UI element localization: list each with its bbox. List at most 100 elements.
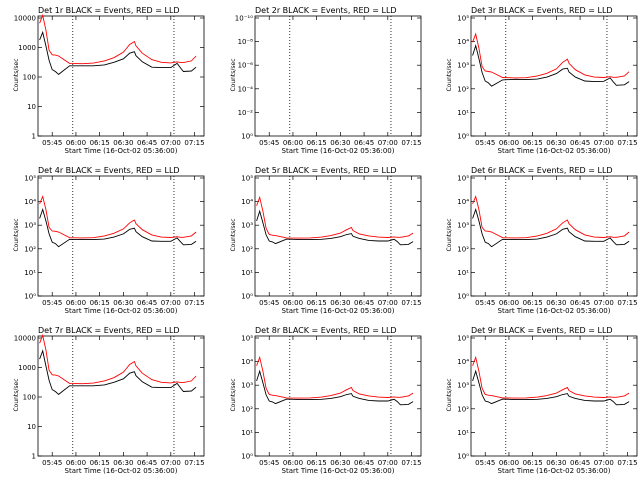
y-tick-label: 10⁰ (457, 293, 469, 301)
x-tick-label: 06:15 (307, 459, 327, 467)
plot-frame (470, 335, 638, 457)
x-tick-label: 06:45 (570, 459, 590, 467)
y-tick-label: 10⁴ (241, 358, 253, 366)
plot-frame (37, 175, 205, 297)
y-tick-label: 10² (457, 245, 469, 253)
x-tick-label: 05:45 (259, 139, 279, 147)
panel-title: Det 4r BLACK = Events, RED = LLD (38, 166, 180, 175)
y-tick-label: 10⁻⁴ (238, 85, 254, 93)
x-tick-label: 05:45 (42, 459, 62, 467)
y-tick-label: 10⁵ (457, 335, 469, 343)
panel-det-6: Det 6r BLACK = Events, RED = LLD 10⁰ 10¹ 10… (446, 166, 638, 315)
x-tick-label: 06:00 (283, 139, 303, 147)
x-tick-label: 06:00 (283, 299, 303, 307)
y-tick-label: 10⁻¹⁰ (235, 15, 253, 23)
y-tick-label: 100 (23, 74, 36, 82)
y-tick-label: 10⁰ (241, 453, 253, 461)
x-axis-label: Start Time (16-Oct-02 05:36:00) (282, 147, 395, 155)
lld-series-line (39, 333, 197, 385)
x-axis-label: Start Time (16-Oct-02 05:36:00) (65, 307, 178, 315)
y-tick-label: 1000 (18, 44, 36, 52)
plot-frame (470, 15, 638, 137)
y-tick-label: 10 (27, 423, 36, 431)
y-axis-label: Counts/sec (446, 58, 453, 91)
panel-title: Det 8r BLACK = Events, RED = LLD (255, 326, 397, 335)
x-tick-label: 06:30 (113, 139, 133, 147)
panel-det-3: Det 3r BLACK = Events, RED = LLD 10⁰ 10¹ 10… (446, 6, 638, 155)
y-tick-label: 10¹ (457, 109, 469, 117)
events-series-line (256, 209, 414, 246)
x-axis-label: Start Time (16-Oct-02 05:36:00) (282, 467, 395, 475)
x-tick-label: 06:30 (330, 459, 350, 467)
panel-title: Det 6r BLACK = Events, RED = LLD (471, 166, 613, 175)
y-axis-label: Counts/sec (230, 378, 237, 411)
y-tick-label: 10000 (14, 335, 36, 343)
x-tick-label: 06:45 (354, 459, 374, 467)
x-tick-label: 07:15 (617, 459, 637, 467)
panel-title: Det 7r BLACK = Events, RED = LLD (38, 326, 180, 335)
lld-series-line (256, 195, 414, 239)
events-series-line (39, 207, 197, 248)
x-axis-label: Start Time (16-Oct-02 05:36:00) (282, 307, 395, 315)
x-tick-label: 06:30 (330, 299, 350, 307)
panel-title: Det 2r BLACK = Events, RED = LLD (255, 6, 397, 15)
plot-frame (254, 175, 422, 297)
y-tick-label: 10³ (457, 382, 469, 390)
y-tick-label: 10⁻⁶ (238, 62, 254, 70)
y-tick-label: 10² (241, 245, 253, 253)
x-tick-label: 07:15 (184, 139, 204, 147)
x-tick-label: 05:45 (475, 299, 495, 307)
y-tick-label: 10000 (14, 15, 36, 23)
x-tick-label: 06:15 (523, 139, 543, 147)
x-axis-label: Start Time (16-Oct-02 05:36:00) (498, 147, 611, 155)
panel-det-2: Det 2r BLACK = Events, RED = LLD 10⁰ 10⁻² 1… (230, 6, 422, 155)
plot-frame (254, 15, 422, 137)
x-tick-label: 06:15 (90, 299, 110, 307)
y-axis-label: Counts/sec (13, 378, 20, 411)
y-tick-label: 10² (24, 245, 36, 253)
x-tick-label: 06:15 (523, 299, 543, 307)
y-tick-label: 10¹ (457, 429, 469, 437)
y-tick-label: 10² (241, 405, 253, 413)
x-tick-label: 07:15 (184, 299, 204, 307)
plot-frame (254, 335, 422, 457)
y-tick-label: 10² (457, 85, 469, 93)
y-tick-label: 10 (27, 103, 36, 111)
y-tick-label: 10⁵ (24, 175, 36, 183)
x-tick-label: 05:45 (259, 299, 279, 307)
x-tick-label: 05:45 (475, 139, 495, 147)
x-tick-label: 06:15 (90, 459, 110, 467)
y-axis-label: Counts/sec (446, 378, 453, 411)
x-tick-label: 07:15 (401, 299, 421, 307)
y-tick-label: 10⁴ (24, 198, 36, 206)
x-tick-label: 06:15 (307, 139, 327, 147)
y-tick-label: 10⁵ (457, 15, 469, 23)
y-tick-label: 10⁴ (457, 198, 469, 206)
panel-det-9: Det 9r BLACK = Events, RED = LLD 10⁰ 10¹ 10… (446, 326, 638, 475)
x-tick-label: 06:30 (546, 139, 566, 147)
plot-frame (37, 15, 205, 137)
x-tick-label: 06:45 (137, 459, 157, 467)
lld-series-line (472, 355, 630, 399)
y-axis-label: Counts/sec (13, 58, 20, 91)
y-tick-label: 10¹ (241, 429, 253, 437)
y-tick-label: 10³ (457, 222, 469, 230)
panel-det-4: Det 4r BLACK = Events, RED = LLD 10⁰ 10¹ 10… (13, 166, 205, 315)
y-tick-label: 1 (32, 133, 36, 141)
y-tick-label: 10³ (24, 222, 36, 230)
x-tick-label: 06:00 (66, 139, 86, 147)
x-tick-label: 06:00 (283, 459, 303, 467)
y-tick-label: 1 (32, 453, 36, 461)
x-tick-label: 07:00 (594, 299, 614, 307)
x-tick-label: 07:00 (161, 139, 181, 147)
events-series-line (39, 349, 197, 395)
x-tick-label: 06:45 (354, 139, 374, 147)
y-tick-label: 100 (23, 394, 36, 402)
events-series-line (472, 207, 630, 248)
y-tick-label: 10³ (241, 222, 253, 230)
lld-series-line (256, 355, 414, 399)
x-tick-label: 06:30 (113, 459, 133, 467)
x-tick-label: 06:30 (113, 299, 133, 307)
x-tick-label: 06:00 (499, 459, 519, 467)
